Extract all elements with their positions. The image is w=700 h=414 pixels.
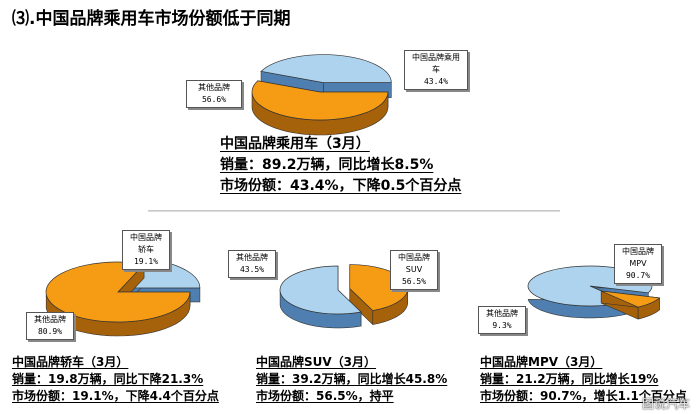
callout-suv-own: 中国品牌 SUV 56.5% (390, 250, 438, 290)
callout-label: 其他品牌 (198, 83, 230, 92)
summary-sales: 销量：19.8万辆，同比下降21.3% (12, 372, 204, 386)
callout-value: 56.6% (201, 95, 227, 104)
pie-slice-other-brands (45, 261, 191, 337)
summary-share: 市场份额：43.4%，下降0.5个百分点 (220, 178, 462, 194)
callout-sedan-other: 其他品牌 80.9% (26, 312, 74, 340)
callout-mpv-other: 其他品牌 9.3% (478, 306, 526, 334)
pie-chart-sedans (45, 259, 201, 337)
mpv-summary: 中国品牌MPV（3月） 销量：21.2万辆，同比增长19% 市场份额：90.7%… (480, 354, 687, 405)
callout-label: 中国品牌 (398, 253, 430, 262)
pie-top-face (279, 265, 362, 315)
callout-label: 其他品牌 (486, 309, 518, 318)
callout-value: 43.5% (239, 265, 265, 274)
suv-summary: 中国品牌SUV（3月） 销量：39.2万辆，同比增长45.8% 市场份额：56.… (256, 354, 447, 405)
callout-label-cont: SUV (405, 265, 423, 274)
summary-share: 市场份额：19.1%，下降4.4个百分点 (12, 389, 219, 403)
callout-value: 19.1% (133, 257, 159, 266)
summary-sales: 销量：89.2万辆，同比增长8.5% (220, 157, 434, 173)
summary-heading: 中国品牌乘用车（3月） (220, 136, 370, 152)
page-title: ⑶.中国品牌乘用车市场份额低于同期 (12, 9, 291, 29)
callout-label-cont: 车 (432, 65, 440, 74)
watermark: 图说汽车 (641, 397, 690, 411)
callout-label-cont: MPV (629, 259, 647, 268)
callout-sedan-own: 中国品牌 轿车 19.1% (122, 230, 170, 270)
summary-heading: 中国品牌SUV（3月） (256, 355, 377, 369)
summary-share: 市场份额：90.7%，增长1.1个百分点 (480, 389, 687, 403)
pie-top-face (601, 290, 661, 308)
callout-label: 中国品牌乘用 (412, 53, 460, 62)
callout-label: 中国品牌 (130, 233, 162, 242)
pie-top-face (260, 54, 392, 83)
divider (148, 210, 560, 212)
callout-value: 80.9% (37, 327, 63, 336)
summary-heading: 中国品牌轿车（3月） (12, 355, 129, 369)
callout-label-cont: 轿车 (138, 245, 154, 254)
callout-label: 中国品牌 (622, 247, 654, 256)
summary-heading: 中国品牌MPV（3月） (480, 355, 603, 369)
callout-label: 其他品牌 (236, 253, 268, 262)
pie-slice-other-brands (600, 290, 661, 320)
summary-share: 市场份额：56.5%，持平 (256, 389, 394, 403)
sedan-summary: 中国品牌轿车（3月） 销量：19.8万辆，同比下降21.3% 市场份额：19.1… (12, 354, 219, 405)
callout-value: 43.4% (423, 77, 449, 86)
pie-top-face (251, 80, 389, 121)
pie-top-face (45, 261, 191, 323)
callout-value: 9.3% (492, 321, 512, 330)
callout-suv-other: 其他品牌 43.5% (228, 250, 276, 278)
callout-main-other: 其他品牌 56.6% (186, 80, 242, 108)
callout-label: 其他品牌 (34, 315, 66, 324)
callout-value: 56.5% (401, 277, 427, 286)
pie-chart-passenger-cars (251, 54, 392, 136)
pie-slice-own-brand (279, 265, 362, 329)
callout-mpv-own: 中国品牌 MPV 90.7% (614, 244, 662, 284)
pie-slice-other-brands (251, 80, 389, 136)
summary-sales: 销量：21.2万辆，同比增长19% (480, 372, 659, 386)
main-summary: 中国品牌乘用车（3月） 销量：89.2万辆，同比增长8.5% 市场份额：43.4… (220, 134, 461, 197)
callout-value: 90.7% (625, 271, 651, 280)
summary-sales: 销量：39.2万辆，同比增长45.8% (256, 372, 448, 386)
callout-main-own: 中国品牌乘用 车 43.4% (404, 50, 468, 90)
